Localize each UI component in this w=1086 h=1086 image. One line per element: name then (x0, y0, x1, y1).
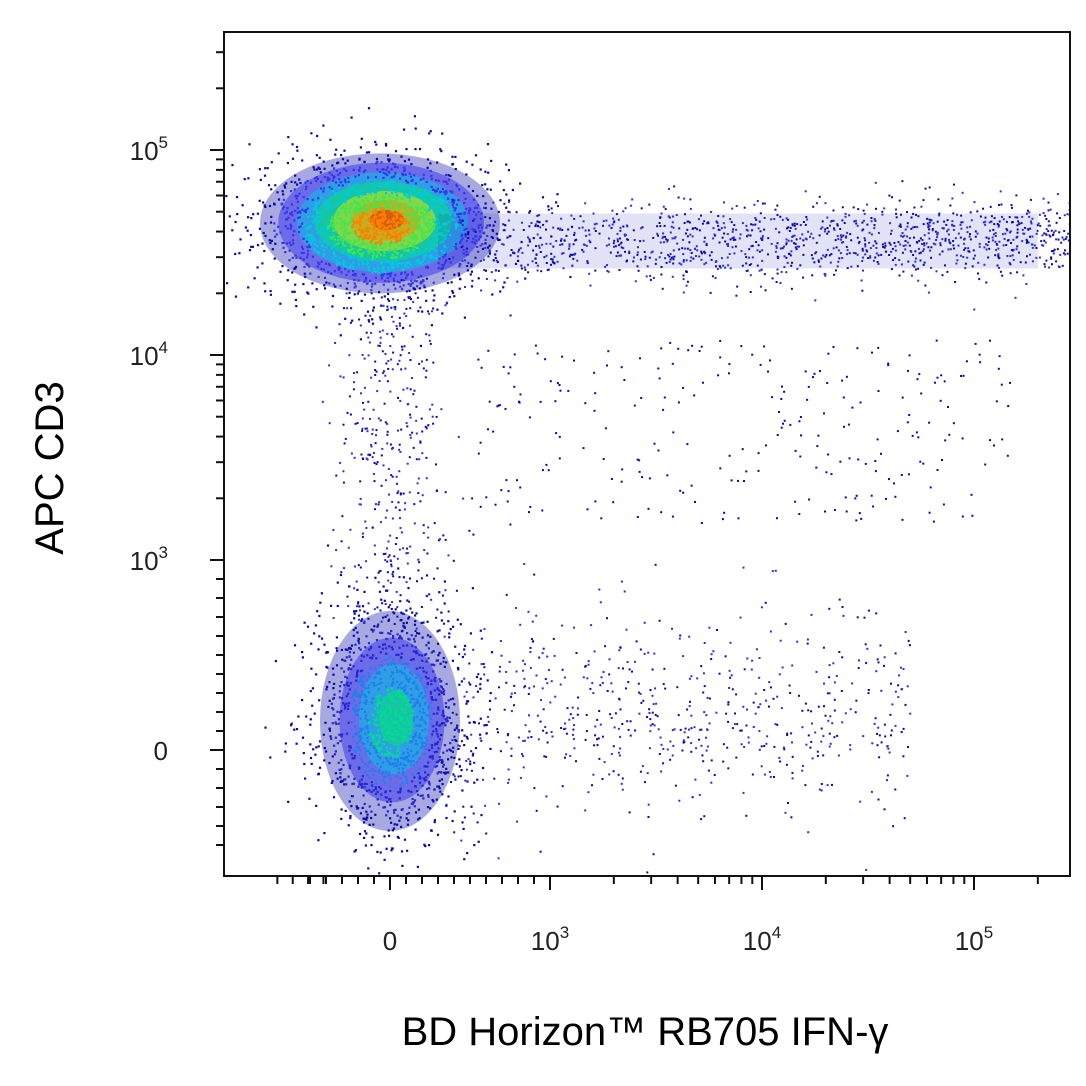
y-axis: 0 103 104 105 (130, 51, 224, 846)
x-tick-label: 105 (955, 923, 993, 956)
y-axis-title: APC CD3 (28, 381, 72, 554)
events-sparse (471, 339, 1011, 526)
y-tick-label: 103 (130, 543, 168, 576)
y-tick-label: 105 (130, 133, 168, 166)
x-axis-title: BD Horizon™ RB705 IFN-γ (402, 1010, 889, 1054)
events-layer (224, 107, 1070, 876)
x-tick-label: 104 (743, 923, 781, 956)
events-cd3neg-ifng-pos (438, 559, 912, 874)
x-axis: 0 103 104 105 (276, 876, 1039, 956)
events-cd3pos-ifng-neg (224, 107, 576, 347)
events-cd3pos-ifng-pos (448, 180, 1070, 317)
density-cd3pos-ifng-pos (438, 213, 1038, 269)
plot-frame (223, 31, 1071, 877)
y-tick-label: 0 (154, 736, 168, 766)
y-tick-label: 104 (130, 338, 168, 371)
x-tick-label: 0 (383, 926, 397, 956)
events-transition (321, 276, 475, 633)
events-cd3neg-ifng-neg (264, 526, 535, 876)
x-tick-label: 103 (531, 923, 569, 956)
